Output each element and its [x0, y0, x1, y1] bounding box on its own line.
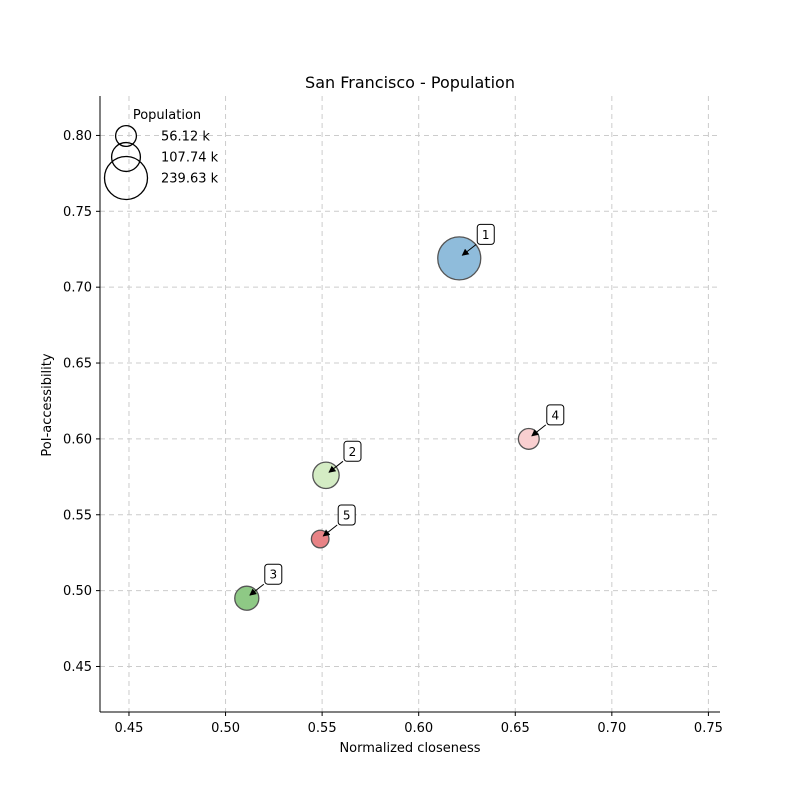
- x-tick-label: 0.60: [404, 721, 433, 736]
- annotation-label: 5: [343, 509, 351, 523]
- grid: [100, 96, 720, 712]
- annotation-arrow: [461, 243, 477, 256]
- annotation-box: [476, 223, 495, 245]
- annotation-label: 3: [269, 568, 277, 582]
- annotation-arrow: [531, 424, 547, 437]
- x-tick-label: 0.45: [114, 721, 143, 736]
- legend-size-marker: [114, 124, 138, 148]
- y-ticks: 0.45 0.50 0.55 0.60 0.65 0.70 0.75 0.80: [63, 129, 100, 675]
- y-tick-label: 0.65: [63, 357, 92, 372]
- legend-entry-label: 239.63 k: [161, 172, 219, 187]
- legend-size-marker: [110, 141, 142, 173]
- y-tick-label: 0.45: [63, 660, 92, 675]
- data-points: [234, 236, 540, 611]
- legend-size-marker: [103, 155, 149, 201]
- point-annotation: 3: [249, 563, 283, 596]
- y-tick-label: 0.50: [63, 584, 92, 599]
- x-axis-label: Normalized closeness: [339, 741, 480, 756]
- annotation-box: [337, 504, 356, 526]
- x-tick-label: 0.75: [694, 721, 723, 736]
- legend: Population 56.12 k 107.74 k 239.63 k: [103, 108, 219, 201]
- y-tick-label: 0.70: [63, 281, 92, 296]
- axes: [99, 96, 720, 713]
- chart-title: San Francisco - Population: [305, 73, 515, 92]
- legend-entry-label: 56.12 k: [161, 130, 210, 145]
- annotation-box: [264, 563, 283, 585]
- data-point-bubble: [312, 461, 340, 490]
- y-tick-label: 0.55: [63, 508, 92, 523]
- x-tick-label: 0.50: [211, 721, 240, 736]
- point-annotation: 1: [461, 223, 495, 256]
- annotation-label: 4: [551, 408, 559, 422]
- x-tick-label: 0.65: [501, 721, 530, 736]
- point-annotations: 1 2 3 4 5: [249, 223, 565, 596]
- point-annotation: 5: [322, 504, 356, 537]
- annotation-label: 2: [349, 445, 357, 459]
- data-point-bubble: [310, 529, 330, 549]
- annotation-arrow: [322, 524, 338, 537]
- legend-title: Population: [133, 108, 201, 123]
- data-point-bubble: [517, 427, 540, 450]
- point-annotation: 4: [531, 404, 565, 437]
- y-tick-label: 0.60: [63, 432, 92, 447]
- point-annotation: 2: [328, 440, 362, 473]
- annotation-box: [546, 404, 565, 426]
- data-point-bubble: [234, 585, 260, 611]
- annotation-box: [343, 440, 362, 462]
- x-ticks: 0.45 0.50 0.55 0.60 0.65 0.70 0.75: [114, 712, 723, 736]
- annotation-arrow: [249, 583, 265, 596]
- y-tick-label: 0.75: [63, 205, 92, 220]
- y-tick-label: 0.80: [63, 129, 92, 144]
- annotation-arrow: [328, 460, 344, 473]
- x-tick-label: 0.70: [597, 721, 626, 736]
- annotation-label: 1: [482, 228, 490, 242]
- legend-entry-label: 107.74 k: [161, 151, 219, 166]
- y-axis-label: PoI-accessibility: [40, 353, 55, 456]
- x-tick-label: 0.55: [308, 721, 337, 736]
- data-point-bubble: [437, 236, 482, 281]
